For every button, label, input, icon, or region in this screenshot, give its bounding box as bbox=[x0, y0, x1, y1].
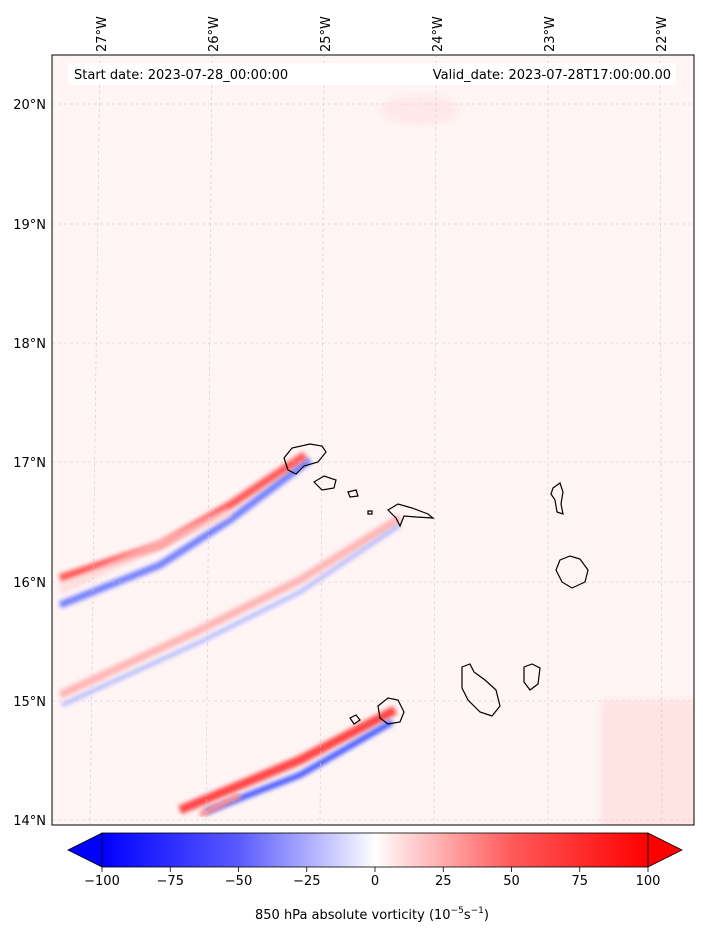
lon-label-25w: 25°W bbox=[319, 16, 334, 52]
map-frame bbox=[51, 54, 695, 826]
lat-label-19n: 19°N bbox=[13, 218, 46, 233]
lon-label-23w: 23°W bbox=[543, 16, 558, 52]
island-raso bbox=[367, 510, 373, 515]
island-sao-nicolau bbox=[387, 503, 435, 528]
island-boa-vista bbox=[555, 555, 589, 589]
colorbar-tick-label: −50 bbox=[225, 874, 252, 889]
island-maio bbox=[523, 663, 541, 691]
colorbar-label: 850 hPa absolute vorticity (10−5s−1) bbox=[255, 906, 489, 923]
lon-label-24w: 24°W bbox=[431, 16, 446, 52]
date-label-box bbox=[68, 63, 676, 85]
coastlines bbox=[283, 443, 589, 725]
island-santa-luzia bbox=[347, 489, 359, 498]
colorbar-tick-label: 75 bbox=[571, 874, 588, 889]
island-santo-antao bbox=[283, 443, 327, 475]
lat-label-18n: 18°N bbox=[13, 337, 46, 352]
colorbar-min-extend bbox=[67, 832, 103, 868]
lat-label-15n: 15°N bbox=[13, 695, 46, 710]
colorbar-tick-label: 25 bbox=[435, 874, 452, 889]
lon-label-27w: 27°W bbox=[95, 16, 110, 52]
vorticity-field bbox=[57, 95, 694, 825]
latitude-labels: 20°N 19°N 18°N 17°N 16°N 15°N 14°N bbox=[13, 98, 46, 829]
colorbar-tick-label: −25 bbox=[293, 874, 320, 889]
colorbar-tick-label: −100 bbox=[84, 874, 120, 889]
graticule bbox=[52, 55, 694, 825]
lon-label-26w: 26°W bbox=[207, 16, 222, 52]
valid-date-label: Valid_date: 2023-07-28T17:00:00.00 bbox=[433, 68, 671, 83]
colorbar-gradient bbox=[102, 833, 648, 867]
colorbar-tick-label: 50 bbox=[503, 874, 520, 889]
map-background bbox=[52, 55, 694, 825]
island-fogo bbox=[377, 697, 405, 725]
lon-label-22w: 22°W bbox=[655, 16, 670, 52]
island-sao-vicente bbox=[313, 475, 337, 491]
colorbar: −100 −75 −50 −25 0 25 50 75 100 850 hPa absolute… bbox=[67, 832, 683, 923]
colorbar-ticks: −100 −75 −50 −25 0 25 50 75 100 bbox=[84, 867, 660, 889]
colorbar-tick-label: −75 bbox=[157, 874, 184, 889]
lat-label-14n: 14°N bbox=[13, 814, 46, 829]
colorbar-tick-label: 100 bbox=[636, 874, 661, 889]
lat-label-17n: 17°N bbox=[13, 456, 46, 471]
colorbar-max-extend bbox=[647, 832, 683, 868]
colorbar-tick-label: 0 bbox=[371, 874, 379, 889]
island-sal bbox=[550, 482, 564, 515]
island-santiago bbox=[461, 663, 501, 717]
longitude-labels: 27°W 26°W 25°W 24°W 23°W 22°W bbox=[95, 16, 670, 52]
lat-label-16n: 16°N bbox=[13, 576, 46, 591]
start-date-label: Start date: 2023-07-28_00:00:00 bbox=[74, 68, 288, 83]
island-brava bbox=[349, 714, 361, 725]
lat-label-20n: 20°N bbox=[13, 98, 46, 113]
